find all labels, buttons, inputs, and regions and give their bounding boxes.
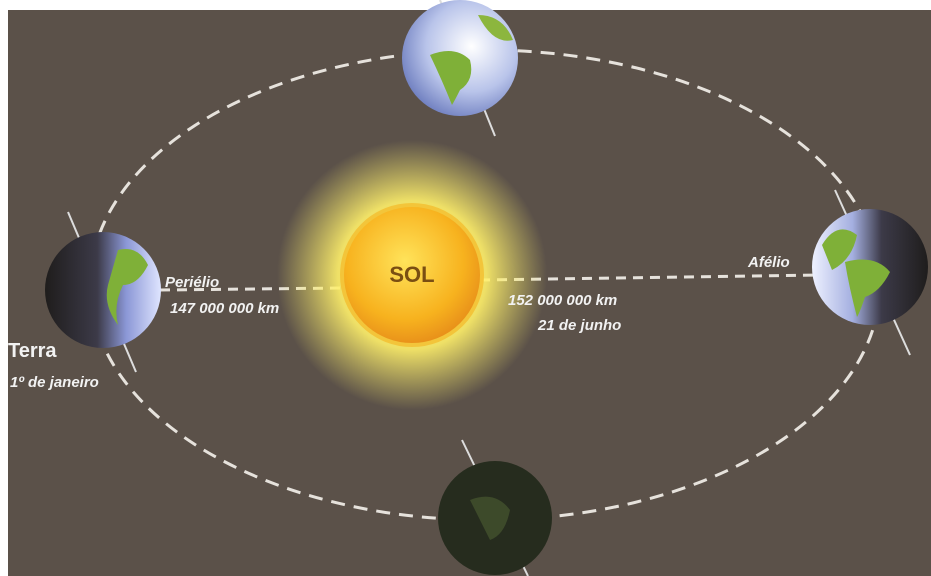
earth-perihelion [45,211,161,373]
sun-label: SOL [389,262,434,287]
sun-disk [340,203,484,347]
earth-top [402,0,518,137]
continent [822,229,857,270]
continent [106,249,148,325]
continent [430,51,472,105]
sun: SOL [277,140,547,410]
earth-aphelion [812,189,928,356]
aphelion-date: 21 de junho [537,317,621,334]
earth-date: 1º de janeiro [10,374,99,391]
earth-bottom [438,439,552,576]
continent [478,15,513,41]
perihelion-distance: 147 000 000 km [170,300,279,317]
continent [845,259,890,317]
aphelion-distance: 152 000 000 km [508,292,617,309]
continent [470,496,510,540]
aphelion-label: Afélio [747,254,790,271]
earth [45,232,161,348]
earth-label: Terra [8,340,57,362]
perihelion-label: Periélio [165,274,219,291]
